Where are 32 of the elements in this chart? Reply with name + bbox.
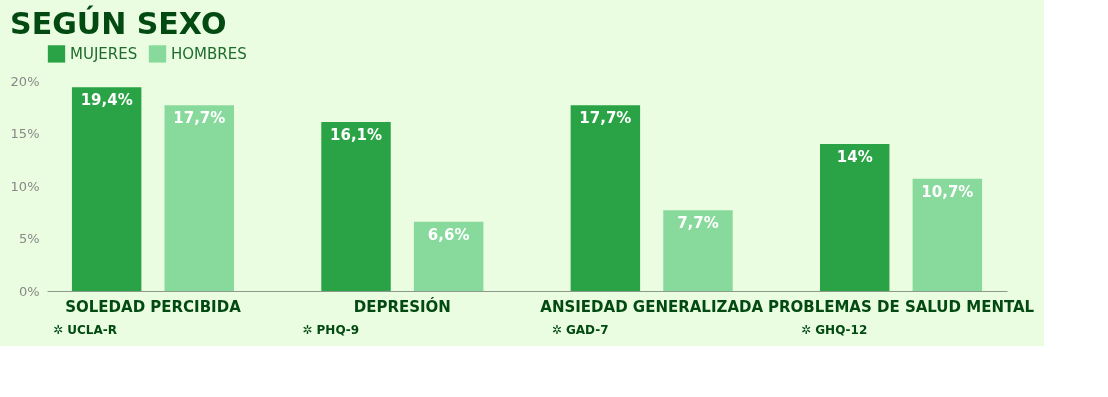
text: ✲ PHQ-9: [302, 323, 360, 337]
text: ✲ GAD-7: [551, 323, 609, 337]
y-tick-label: 20%: [10, 73, 40, 89]
data-label: 14%: [836, 148, 873, 166]
data-label: 17,7%: [173, 109, 226, 128]
text: ✲ GHQ-12: [801, 323, 868, 337]
bar: [819, 144, 890, 291]
bar: [413, 221, 484, 291]
legend-label: MUJERES: [70, 44, 138, 63]
y-tick-label: 10%: [10, 178, 40, 194]
bar: [663, 210, 733, 291]
bar: [321, 121, 391, 291]
data-label: 19,4%: [80, 91, 133, 110]
x-tick-label: DEPRESIÓN: [353, 296, 451, 316]
x-tick-label: PROBLEMAS DE SALUD MENTAL: [767, 297, 1035, 316]
data-label: 7,7%: [677, 214, 719, 233]
data-label: 10,7%: [921, 182, 974, 201]
x-tick-label: SOLEDAD PERCIBIDA: [65, 297, 242, 316]
data-label: 17,7%: [579, 109, 632, 128]
y-tick-label: 15%: [10, 126, 40, 141]
bar: [164, 105, 235, 291]
data-label: 16,1%: [329, 125, 383, 144]
chart-title: SEGÚN SEXO: [10, 5, 227, 41]
y-tick-label: 0%: [18, 283, 40, 299]
bar: [71, 87, 142, 291]
bar: [570, 105, 641, 291]
legend-label: HOMBRES: [171, 44, 247, 63]
y-tick-label: 5%: [18, 231, 40, 246]
data-label: 6,6%: [427, 225, 470, 244]
bar: [912, 178, 983, 291]
x-tick-label: ANSIEDAD GENERALIZADA: [540, 297, 764, 316]
text: ✲ UCLA-R: [52, 323, 117, 337]
